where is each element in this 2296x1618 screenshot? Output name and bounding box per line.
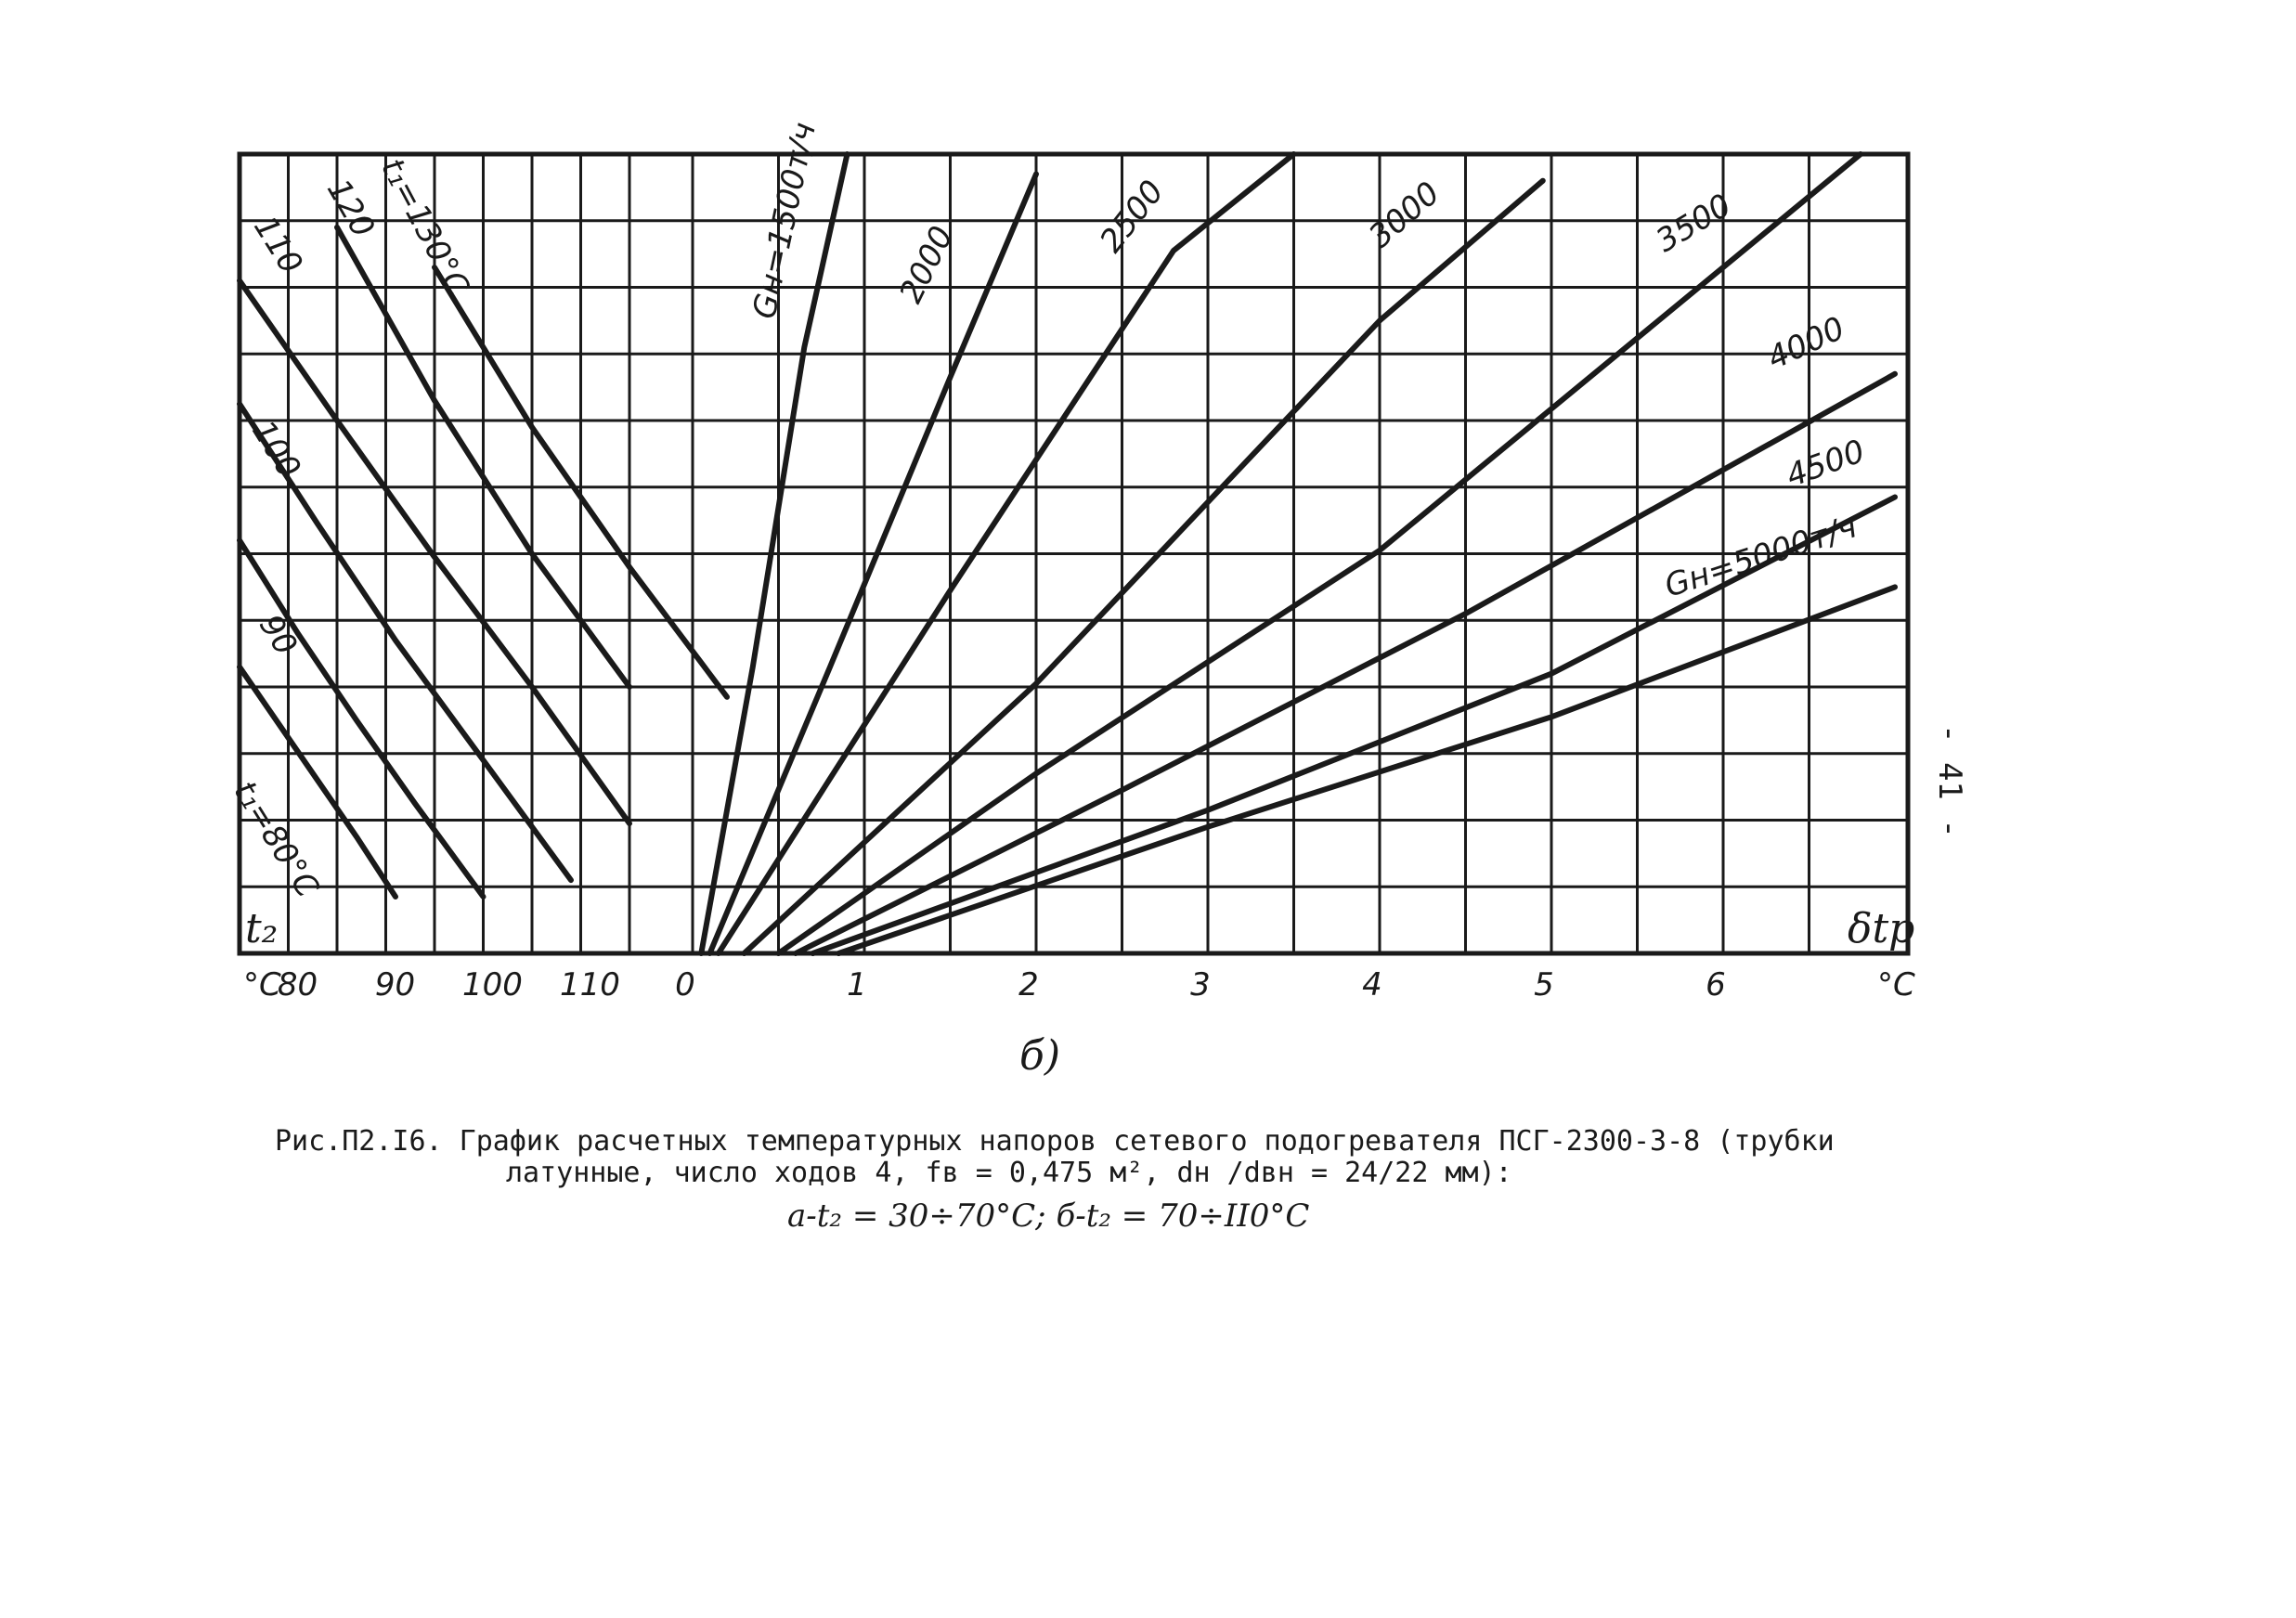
series-line — [707, 171, 1039, 956]
x-tick-label: 3 — [1190, 966, 1211, 1003]
series-line — [775, 151, 1863, 956]
series-label: 120 — [319, 173, 382, 243]
x-unit-right: °С — [1877, 966, 1915, 1003]
series-line — [432, 265, 730, 700]
x-tick-label: 1 — [847, 966, 867, 1003]
series-line — [741, 177, 1546, 956]
series-label: t₁=130°С — [373, 152, 476, 302]
series-line — [836, 584, 1898, 956]
series-line — [237, 664, 398, 900]
axis-labels: t₂ δtр — [245, 905, 1914, 952]
left-panel-curves — [237, 224, 730, 900]
caption-line-3: а-t₂ = 30÷70°С; б-t₂ = 70÷II0°С — [787, 1197, 1310, 1235]
axis-tick-labels: °С80 90 100 110 0 1 2 3 4 5 6 °С — [243, 966, 1915, 1003]
series-line — [810, 494, 1898, 956]
series-label: 4500 — [1782, 433, 1870, 495]
chart-grid — [237, 151, 1911, 956]
series-label: 3500 — [1650, 187, 1738, 260]
x-tick-label: 110 — [560, 966, 620, 1003]
x-tick-label: 0 — [675, 966, 695, 1003]
series-line — [334, 224, 632, 690]
x-axis-label-right: δtр — [1848, 905, 1914, 952]
x-tick-label: 5 — [1534, 966, 1554, 1003]
series-line — [237, 278, 632, 827]
series-label: 3000 — [1362, 175, 1447, 255]
x-tick-label: 90 — [375, 966, 415, 1003]
right-panel-curves — [698, 151, 1898, 956]
series-line — [698, 151, 850, 956]
x-tick-label: 80 — [278, 966, 318, 1003]
series-line — [715, 151, 1297, 956]
caption-line-2: латунные, число ходов 4, fв = 0,475 м², … — [506, 1157, 1512, 1189]
series-label: 2500 — [1093, 174, 1172, 260]
series-label: Gн=5000т/ч — [1660, 508, 1861, 604]
series-label: 4000 — [1762, 310, 1850, 378]
x-unit-left: °С — [243, 966, 281, 1003]
x-tick-label: 100 — [462, 966, 523, 1003]
x-axis-label-left: t₂ — [245, 905, 278, 952]
caption-line-1: Рис.П2.I6. График расчетных температурны… — [275, 1125, 1835, 1158]
series-line — [793, 370, 1898, 956]
series-line — [237, 537, 486, 900]
x-tick-label: 4 — [1362, 966, 1382, 1003]
page-number: - 41 - — [1931, 724, 1968, 838]
x-tick-label: 6 — [1706, 966, 1726, 1003]
figure-sublabel: б) — [1019, 1032, 1060, 1080]
series-line — [237, 401, 574, 884]
series-label: 90 — [252, 608, 305, 662]
x-tick-label: 2 — [1018, 966, 1039, 1003]
